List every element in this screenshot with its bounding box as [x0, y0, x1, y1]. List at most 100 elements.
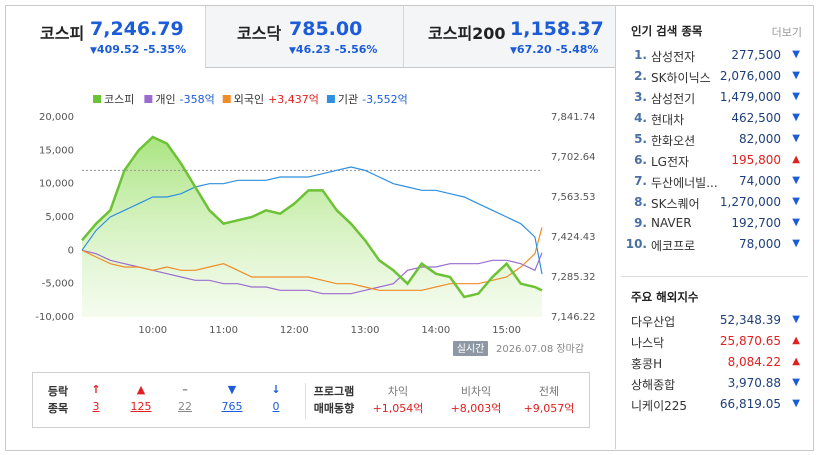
rank: 5. [634, 132, 647, 146]
program-label: 전체 [538, 385, 560, 398]
series-line [81, 166, 543, 275]
stock-name[interactable]: 두산에너빌... [651, 176, 718, 190]
rank: 6. [634, 153, 647, 167]
stock-name[interactable]: 에코프로 [651, 239, 696, 253]
index-arrow: ▼ [792, 377, 800, 388]
divider [621, 276, 808, 277]
frame [5, 5, 814, 451]
legend-value: -3,552억 [362, 93, 408, 106]
index-value: 1,158.37 [510, 18, 604, 40]
legend-marker [93, 95, 101, 103]
index-arrow: ▲ [792, 356, 800, 367]
stats-count[interactable]: 3 [92, 400, 100, 413]
index-arrow: ▼ [792, 314, 800, 325]
x-tick-label: 12:00 [280, 325, 309, 336]
stats-count[interactable]: 765 [221, 400, 243, 413]
stock-name[interactable]: SK스퀘어 [651, 197, 700, 211]
rank: 7. [634, 174, 647, 188]
y2-tick-label: 7,563.53 [551, 192, 596, 203]
legend-label: 코스피 [104, 93, 134, 106]
series-line [81, 227, 543, 291]
y-tick-label: 20,000 [39, 112, 74, 123]
stats-title: 종목 [47, 402, 69, 415]
change-value: 409.52 [96, 43, 140, 56]
change-arrow: ▼ [90, 46, 97, 56]
index-arrow: ▼ [792, 398, 800, 409]
series-line [81, 135, 543, 299]
legend-label: 기관 [338, 93, 358, 106]
index-name: 코스피 [40, 24, 85, 43]
index-name[interactable]: 니케이225 [631, 399, 688, 413]
chart: 20,000 15,000 10,000 5,000 0 -5,000 -10,000 7,8… [35, 93, 596, 356]
stock-price: 78,000 [739, 237, 781, 251]
rank: 1. [634, 48, 647, 62]
stats-count[interactable]: 22 [178, 400, 192, 413]
index-name[interactable]: 다우산업 [631, 315, 676, 329]
x-tick-label: 13:00 [351, 325, 380, 336]
y-tick-label: 15,000 [39, 145, 74, 156]
y2-tick-label: 7,424.43 [551, 232, 596, 243]
y2-tick-label: 7,146.22 [551, 312, 596, 323]
stock-name[interactable]: 현대차 [651, 113, 685, 127]
index-value: 7,246.79 [90, 18, 184, 40]
stats-count[interactable]: 0 [272, 400, 280, 413]
change-value: 46.23 [295, 43, 331, 56]
program-value: +8,003억 [450, 402, 502, 415]
index-name: 코스피200 [428, 24, 506, 43]
legend-marker [326, 95, 335, 103]
x-tick-label: 14:00 [421, 325, 450, 336]
stats-symbol: ▲ [136, 383, 146, 396]
stats-count[interactable]: 125 [130, 400, 152, 413]
index-name[interactable]: 나스닥 [631, 336, 665, 350]
stock-arrow: ▼ [792, 91, 800, 102]
change-pct: -5.35% [143, 43, 187, 56]
stock-name[interactable]: LG전자 [651, 155, 690, 169]
index-name[interactable]: 홍콩H [631, 357, 663, 371]
y2-tick-label: 7,702.64 [551, 152, 596, 163]
y2-tick-label: 7,285.32 [551, 272, 596, 283]
stock-price: 1,479,000 [719, 90, 781, 104]
stock-arrow: ▼ [792, 196, 800, 207]
y-tick-label: 10,000 [39, 179, 74, 190]
index-value: 66,819.05 [719, 397, 781, 411]
index-tab[interactable]: 코스닥 785.00 ▼46.23 -5.56% [205, 6, 403, 68]
stock-price: 1,270,000 [719, 195, 781, 209]
stats-symbol: – [182, 383, 188, 396]
y-tick-label: 5,000 [45, 212, 74, 223]
index-name[interactable]: 상해종합 [631, 378, 676, 392]
index-change: ▼409.52 -5.35% [90, 43, 186, 56]
stock-name[interactable]: 삼성전기 [651, 92, 696, 106]
stock-price: 462,500 [731, 111, 781, 125]
stock-name[interactable]: NAVER [651, 216, 692, 230]
index-value: 52,348.39 [719, 313, 781, 327]
y-tick-label: 0 [68, 245, 74, 256]
index-tab[interactable]: 코스피200 1,158.37 ▼67.20 -5.48% [403, 6, 615, 68]
stock-arrow: ▼ [792, 238, 800, 249]
rank: 8. [634, 195, 647, 209]
index-value: 785.00 [289, 18, 363, 40]
stock-price: 74,000 [739, 174, 781, 188]
index-name: 코스닥 [237, 24, 282, 43]
legend-value: -358억 [180, 93, 215, 106]
program-title: 프로그램 [313, 385, 355, 398]
more-link[interactable]: 더보기 [771, 26, 802, 39]
y-tick-label: -10,000 [35, 312, 74, 323]
x-tick-label: 11:00 [209, 325, 238, 336]
stock-name[interactable]: 한화오션 [651, 134, 696, 148]
stats-symbol: ↑ [91, 383, 101, 396]
date-note: 2026.07.08 장마감 [496, 343, 584, 355]
legend-marker [144, 95, 153, 103]
index-tab[interactable]: 코스피 7,246.79 ▼409.52 -5.35% [6, 6, 205, 68]
area [82, 136, 542, 317]
rank: 4. [634, 111, 647, 125]
legend-value: +3,437억 [268, 93, 319, 106]
popular-title: 인기 검색 종목 [631, 24, 703, 38]
change-value: 67.20 [516, 43, 552, 56]
badge [453, 341, 488, 356]
rank: 3. [634, 90, 647, 104]
stock-arrow: ▼ [792, 217, 800, 228]
overseas-title: 주요 해외지수 [631, 290, 699, 304]
stock-name[interactable]: 삼성전자 [651, 50, 696, 64]
series-line [81, 249, 543, 295]
stock-name[interactable]: SK하이닉스 [651, 71, 711, 85]
